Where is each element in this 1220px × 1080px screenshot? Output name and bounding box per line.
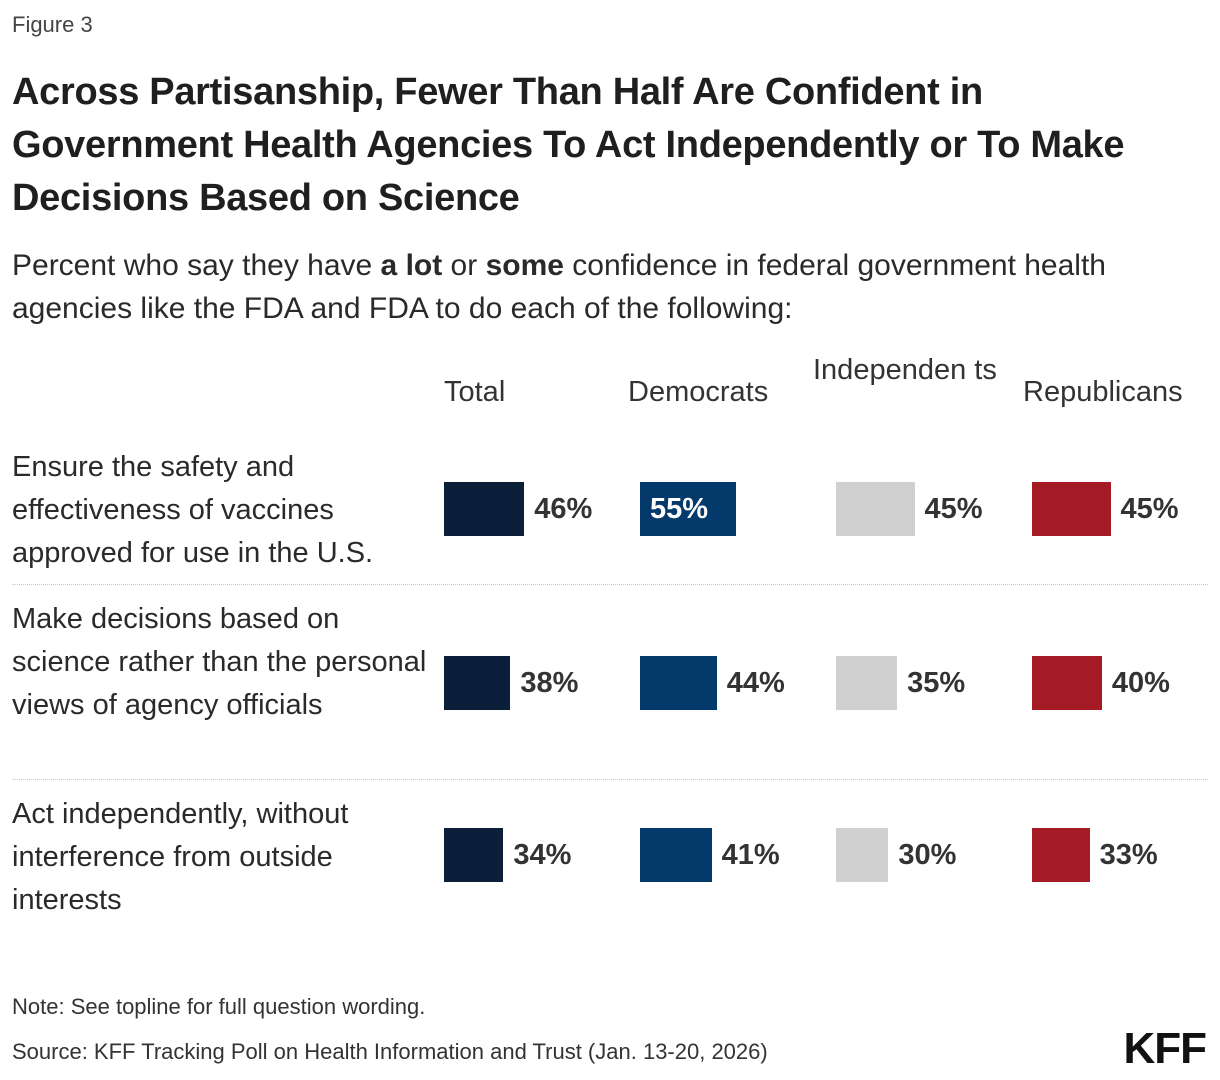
bar-independents-row-2 (836, 656, 898, 710)
bar-republicans-row-1 (1032, 482, 1111, 536)
chart-source: Source: KFF Tracking Poll on Health Info… (12, 1039, 768, 1064)
bar-republicans-row-3 (1032, 828, 1090, 882)
data-label-republicans-row-1: 45% (1120, 493, 1179, 525)
bar-independents-row-3 (836, 828, 889, 882)
data-label-total-row-3: 34% (513, 839, 572, 871)
data-label-democrats-row-1: 55% (650, 493, 709, 525)
data-label-republicans-row-2: 40% (1111, 667, 1170, 699)
subtitle-bold2: some (485, 249, 564, 282)
row-label-science: Make decisions based on science rather t… (12, 603, 427, 721)
subtitle-part2: or (442, 249, 486, 282)
chart-title: Across Partisanship, Fewer Than Half Are… (12, 71, 1125, 219)
data-label-democrats-row-3: 41% (721, 839, 780, 871)
kff-logo: KFF (1123, 1024, 1207, 1073)
row-divider (12, 584, 1208, 585)
row-divider (12, 779, 1208, 780)
data-label-total-row-2: 38% (520, 667, 579, 699)
column-header-independents: Independen ts (813, 354, 997, 386)
bar-independents-row-1 (836, 482, 915, 536)
bar-democrats-row-3 (640, 828, 712, 882)
bar-total-row-3 (444, 828, 504, 882)
row-label-vaccines: Ensure the safety and effectiveness of v… (12, 451, 374, 569)
bar-total-row-2 (444, 656, 511, 710)
chart-note: Note: See topline for full question word… (12, 994, 426, 1019)
subtitle-part3: confidence in federal government health … (12, 249, 1106, 325)
data-label-republicans-row-3: 33% (1099, 839, 1158, 871)
data-label-independents-row-1: 45% (924, 493, 983, 525)
subtitle-bold1: a lot (380, 249, 443, 282)
bar-democrats-row-1 (640, 482, 736, 536)
subtitle-part1: Percent who say they have (12, 249, 381, 282)
data-label-democrats-row-2: 44% (726, 667, 785, 699)
data-label-independents-row-2: 35% (907, 667, 966, 699)
bar-republicans-row-2 (1032, 656, 1102, 710)
data-label-independents-row-3: 30% (898, 839, 957, 871)
column-header-total: Total (444, 376, 506, 408)
column-header-democrats: Democrats (628, 376, 769, 408)
data-label-total-row-1: 46% (534, 493, 593, 525)
figure-label: Figure 3 (12, 12, 93, 37)
column-header-republicans: Republicans (1023, 376, 1183, 408)
row-label-independence: Act independently, without interference … (12, 798, 349, 916)
bar-democrats-row-2 (640, 656, 717, 710)
bar-total-row-1 (444, 482, 525, 536)
chart-subtitle: Percent who say they have a lot or some … (12, 244, 1192, 330)
